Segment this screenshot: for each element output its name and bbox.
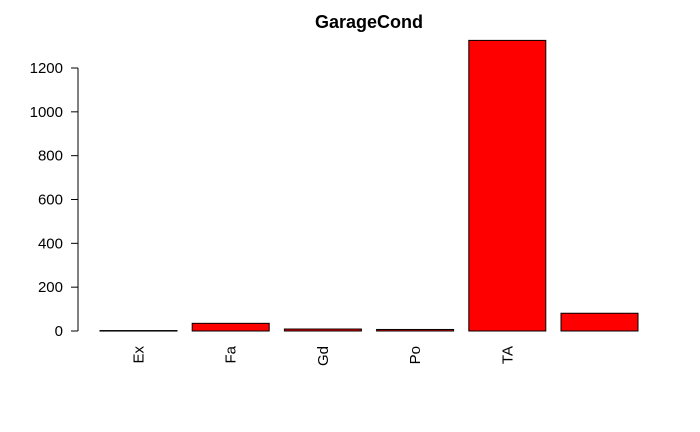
y-tick-label: 600 bbox=[38, 192, 63, 209]
y-tick-label: 800 bbox=[38, 148, 63, 165]
y-axis: 0 200 400 600 800 1000 1200 bbox=[30, 60, 79, 340]
bar-Fa bbox=[191, 322, 270, 332]
bar-unlabeled bbox=[560, 312, 639, 332]
y-tick-label: 200 bbox=[38, 279, 63, 296]
x-tick-label: Fa bbox=[223, 345, 240, 363]
bars bbox=[99, 39, 639, 332]
x-tick-label: Po bbox=[407, 346, 424, 364]
chart-title: GarageCond bbox=[315, 12, 423, 32]
y-tick-label: 1200 bbox=[30, 60, 63, 77]
bar-Po bbox=[376, 328, 455, 332]
bar-Ex bbox=[99, 330, 178, 332]
x-axis-labels: Ex Fa Gd Po TA bbox=[131, 345, 517, 366]
x-tick-label: Ex bbox=[131, 346, 148, 364]
y-tick-label: 1000 bbox=[30, 104, 63, 121]
bar-Gd bbox=[283, 328, 362, 332]
y-tick-label: 400 bbox=[38, 235, 63, 252]
bar-TA bbox=[468, 39, 547, 332]
x-tick-label: Gd bbox=[315, 346, 332, 366]
y-tick-label: 0 bbox=[55, 323, 63, 340]
x-tick-label: TA bbox=[499, 346, 516, 364]
